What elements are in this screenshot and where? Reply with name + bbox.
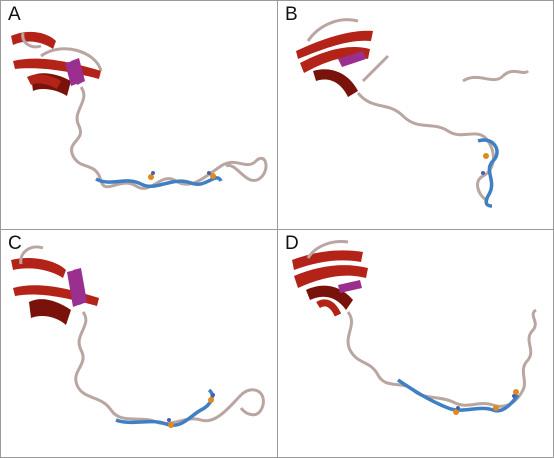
- protein-structure-d: [292, 240, 537, 415]
- panel-d: D: [277, 229, 554, 458]
- protein-structure-c: [11, 245, 265, 428]
- panel-a: A: [0, 0, 278, 230]
- folded-domain-b: [296, 18, 390, 97]
- panel-b: B: [277, 0, 554, 230]
- disordered-tail-d: [346, 308, 537, 415]
- panel-label-b: B: [285, 4, 298, 25]
- protein-structure-b: [296, 18, 530, 208]
- panel-label-a: A: [8, 4, 21, 25]
- disordered-tail-c: [74, 311, 265, 428]
- protein-structure-a: [11, 31, 268, 190]
- folded-domain-a: [11, 31, 103, 96]
- folded-domain-d: [292, 240, 368, 317]
- disordered-tail-b: [356, 69, 530, 208]
- panel-label-d: D: [285, 233, 299, 254]
- disordered-tail-a: [70, 86, 268, 190]
- panel-label-c: C: [8, 233, 22, 254]
- folded-domain-c: [11, 245, 99, 325]
- panel-c: C: [0, 229, 278, 458]
